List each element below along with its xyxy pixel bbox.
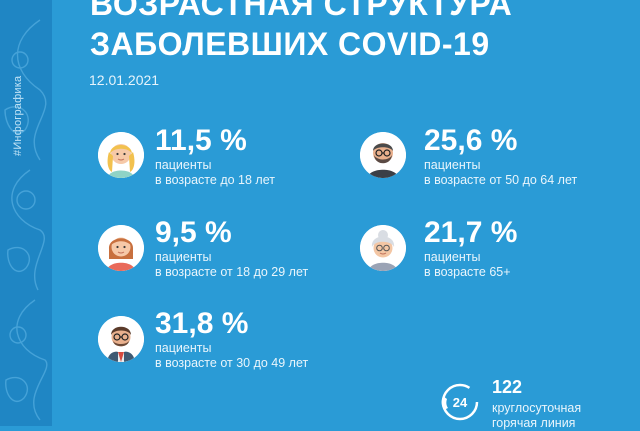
stat-percent: 9,5 % xyxy=(155,216,232,249)
phone-24-icon: 24 xyxy=(438,380,482,429)
hotline-number[interactable]: 122 xyxy=(492,377,523,397)
stat-label-patients: пациенты xyxy=(424,158,481,172)
man-with-glasses-avatar-icon xyxy=(98,316,144,362)
stat-label-age: в возрасте 65+ xyxy=(424,265,511,279)
page-title-line-1: ВОЗРАСТНАЯ СТРУКТУРА xyxy=(90,0,513,22)
girl-avatar-icon xyxy=(98,132,144,178)
hotline-badge-text: 24 xyxy=(453,395,468,410)
hotline-label-line-2: горячая линия xyxy=(492,416,576,430)
side-hashtag: #Инфографика xyxy=(12,75,24,156)
stat-label-age: в возрасте от 18 до 29 лет xyxy=(155,265,309,279)
report-date: 12.01.2021 xyxy=(89,72,160,88)
stat-label-age: в возрасте от 50 до 64 лет xyxy=(424,173,578,187)
decorative-side-panel: #Инфографика xyxy=(0,0,52,426)
grandmother-avatar-icon xyxy=(360,225,406,271)
stat-label-patients: пациенты xyxy=(155,158,212,172)
young-woman-avatar-icon xyxy=(98,225,144,271)
bearded-man-avatar-icon xyxy=(360,132,406,178)
stat-percent: 21,7 % xyxy=(424,216,518,249)
stat-percent: 25,6 % xyxy=(424,124,518,157)
stat-percent: 11,5 % xyxy=(155,124,247,157)
ornament-pattern-icon xyxy=(4,19,48,421)
stat-label-age: в возрасте до 18 лет xyxy=(155,173,275,187)
page-title-line-2: ЗАБОЛЕВШИХ COVID-19 xyxy=(90,26,490,62)
hotline-label-line-1: круглосуточная xyxy=(492,401,582,415)
stat-label-patients: пациенты xyxy=(424,250,481,264)
stat-label-age: в возрасте от 30 до 49 лет xyxy=(155,356,309,370)
stat-percent: 31,8 % xyxy=(155,307,249,340)
hotline-label: круглосуточная горячая линия xyxy=(492,401,581,431)
stat-label-patients: пациенты xyxy=(155,341,212,355)
stat-label-patients: пациенты xyxy=(155,250,212,264)
